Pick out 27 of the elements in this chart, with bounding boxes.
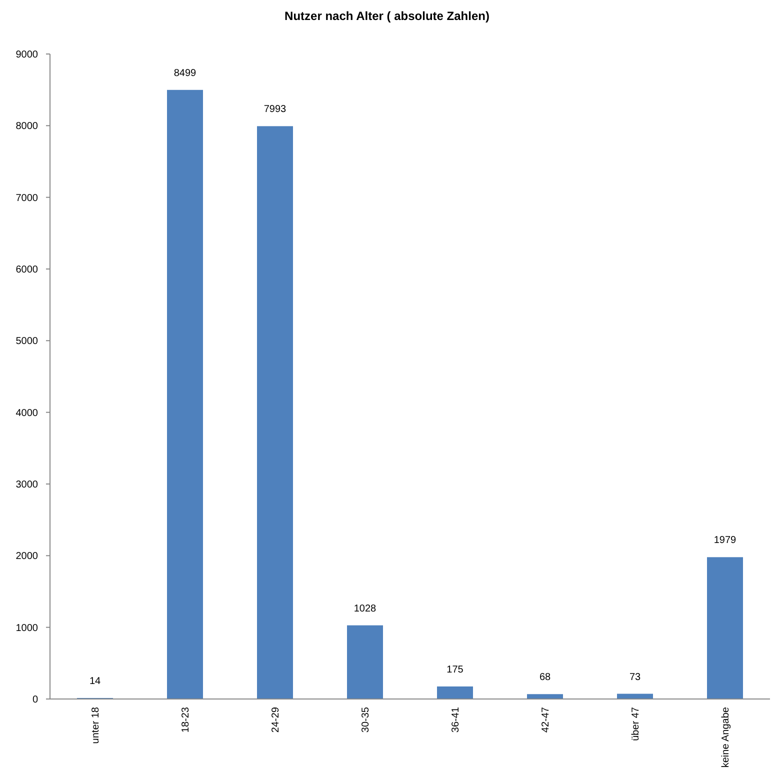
- data-label: 73: [629, 672, 641, 683]
- y-tick-label: 8000: [16, 121, 38, 132]
- x-tick-label: über 47: [630, 706, 642, 741]
- data-label: 8499: [174, 68, 197, 79]
- y-tick-label: 6000: [16, 264, 38, 276]
- chart-title: Nutzer nach Alter ( absolute Zahlen): [284, 9, 490, 23]
- data-label: 1979: [714, 535, 737, 546]
- x-tick-label: 42-47: [540, 706, 552, 733]
- y-tick-label: 0: [32, 694, 38, 706]
- x-tick-label: 36-41: [450, 706, 462, 733]
- data-label: 1028: [354, 603, 377, 614]
- y-tick-label: 7000: [16, 192, 38, 204]
- data-label: 68: [539, 672, 551, 684]
- y-tick-label: 5000: [16, 336, 38, 348]
- x-tick-label: 18-23: [180, 706, 192, 733]
- x-tick-label: 24-29: [270, 706, 282, 733]
- data-label: 7993: [264, 104, 287, 116]
- y-tick-label: 4000: [16, 408, 38, 419]
- x-tick-label: keine Angabe: [720, 706, 732, 768]
- x-tick-label: unter 18: [90, 706, 102, 744]
- y-tick-label: 3000: [16, 480, 38, 490]
- data-label: 14: [89, 676, 101, 687]
- y-tick-label: 2000: [16, 551, 38, 562]
- x-tick-label: 30-35: [360, 706, 372, 733]
- y-tick-label: 9000: [16, 50, 38, 60]
- data-label: 175: [446, 664, 464, 676]
- y-tick-label: 1000: [16, 622, 38, 634]
